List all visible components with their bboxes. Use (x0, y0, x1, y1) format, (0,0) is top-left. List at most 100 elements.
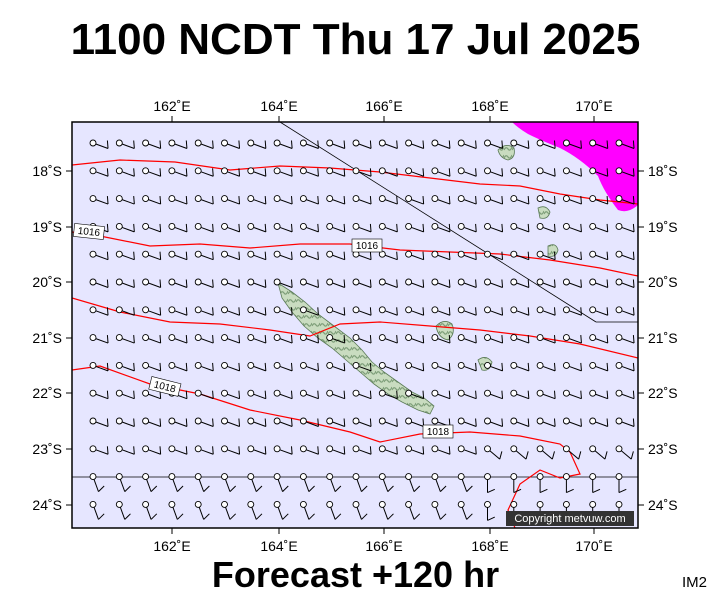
wind-barb (615, 417, 635, 427)
wind-barb (484, 167, 504, 177)
wind-barb (510, 278, 530, 288)
lat-label-left: 22˚S (32, 385, 62, 401)
wind-barb (431, 334, 451, 344)
wind-barb (221, 334, 241, 344)
wind-barb (510, 473, 522, 494)
wind-barb (247, 445, 267, 455)
wind-barb (484, 195, 504, 205)
wind-barb (615, 250, 635, 261)
wind-barb (115, 445, 135, 455)
wind-barb (431, 473, 447, 492)
wind-barb (431, 139, 451, 149)
wind-barb (457, 389, 477, 400)
wind-barb (484, 361, 504, 372)
wind-barb (352, 500, 368, 520)
wind-barb (405, 473, 421, 492)
wind-barb (89, 278, 109, 288)
wind-barb (247, 195, 267, 205)
ocean-area (72, 122, 638, 528)
wind-barb (168, 306, 188, 316)
wind-barb (484, 250, 504, 261)
rain-area (512, 122, 638, 212)
wind-barb (589, 417, 609, 427)
wind-barb (115, 361, 135, 372)
isobar-label-2: 1016 (351, 238, 383, 253)
wind-barb (352, 389, 372, 400)
wind-barb (378, 389, 398, 400)
wind-barb (536, 417, 556, 427)
wind-barb (142, 361, 162, 372)
wind-barb (326, 361, 346, 372)
wind-barb (194, 389, 214, 400)
wind-barb (431, 222, 451, 233)
wind-barb (194, 445, 214, 455)
wind-barb (89, 167, 109, 177)
wind-barb (168, 417, 188, 427)
wind-barb (457, 278, 477, 288)
wind-barb (142, 139, 162, 149)
wind-barb (562, 334, 582, 344)
wind-barb (405, 306, 425, 316)
wind-barb (89, 250, 109, 261)
wind-barb (562, 306, 582, 316)
wind-barb (405, 389, 425, 400)
wind-barb (273, 306, 293, 316)
wind-barb (510, 361, 530, 372)
wind-barb (168, 250, 188, 261)
wind-barb (194, 417, 214, 427)
wind-barb (352, 278, 372, 288)
wind-barb (115, 139, 135, 149)
lat-label-left: 21˚S (32, 330, 62, 346)
wind-barb (589, 389, 609, 400)
wind-barb (431, 195, 451, 205)
wind-barb (562, 167, 582, 177)
wind-barb (457, 222, 477, 233)
wind-barb (326, 306, 346, 316)
lat-label-left: 24˚S (32, 497, 62, 513)
wind-barb (115, 334, 135, 344)
wind-barb (326, 473, 342, 492)
wind-barb (536, 361, 556, 372)
wind-barb (299, 250, 319, 261)
wind-barb (194, 250, 214, 261)
wind-barb (457, 417, 477, 427)
wind-barb (457, 473, 473, 492)
wind-barb (221, 139, 241, 149)
wind-barb (273, 389, 293, 400)
lon-label-bottom: 166˚E (365, 538, 402, 554)
wind-barb (326, 278, 346, 288)
lat-label-right: 18˚S (648, 163, 678, 179)
wind-barb (326, 250, 346, 261)
wind-barb (115, 195, 135, 205)
wind-barb (484, 306, 504, 316)
wind-barb (221, 250, 241, 261)
wind-barb (168, 278, 188, 288)
wind-barb (589, 306, 609, 316)
wind-barb (194, 195, 214, 205)
lon-label-top: 162˚E (153, 98, 190, 114)
lat-label-right: 21˚S (648, 330, 678, 346)
wind-barb (221, 195, 241, 205)
wind-barb (299, 389, 319, 400)
wind-barb (247, 306, 267, 316)
forecast-label: Forecast +120 hr (211, 554, 500, 595)
island-north-1 (497, 145, 515, 161)
wind-barb (589, 222, 609, 233)
wind-barb (510, 445, 529, 460)
wind-barb (89, 306, 109, 316)
wind-barb (142, 306, 162, 316)
wind-barb (484, 389, 504, 400)
wind-barb (562, 278, 582, 288)
wind-barb (405, 361, 425, 372)
wind-barb (221, 445, 241, 455)
lon-label-top: 164˚E (260, 98, 297, 114)
wind-barb (615, 278, 635, 288)
wind-barb (299, 139, 319, 149)
wind-barb (536, 473, 548, 494)
wind-barb (431, 278, 451, 288)
wind-barb (247, 500, 263, 520)
wind-barb (326, 167, 346, 177)
wind-barb (457, 500, 473, 520)
wind-barb (536, 222, 556, 233)
wind-barb (168, 334, 188, 344)
